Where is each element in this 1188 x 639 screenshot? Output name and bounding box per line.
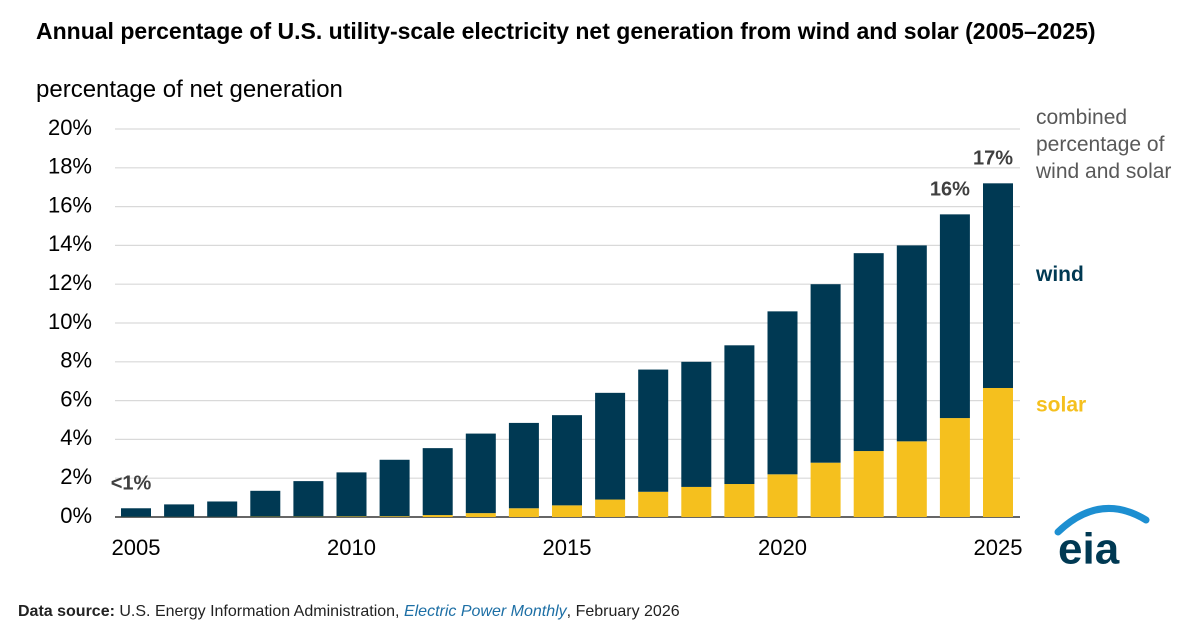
bar-wind	[939, 214, 970, 419]
bar-solar	[465, 513, 496, 517]
bar-wind	[896, 245, 927, 442]
bar-wind	[379, 459, 410, 517]
bar-solar	[939, 418, 970, 517]
x-tick-label: 2020	[758, 535, 807, 560]
source-label: Data source:	[18, 603, 115, 620]
bar-wind	[853, 253, 884, 452]
bar-solar	[724, 484, 755, 517]
x-tick-label: 2025	[974, 535, 1023, 560]
y-tick-label: 16%	[48, 192, 92, 217]
logo: eia	[1058, 525, 1120, 574]
bar-solar	[896, 441, 927, 517]
source-text: U.S. Energy Information Administration,	[119, 603, 400, 620]
bar-wind	[336, 472, 367, 517]
logo-arc	[1054, 505, 1150, 536]
total-label: <1%	[111, 473, 152, 495]
bar-wind	[121, 508, 151, 517]
x-tick-label: 2010	[327, 535, 376, 560]
y-tick-label: 10%	[48, 309, 92, 334]
bar-solar	[810, 462, 841, 517]
source-publication: Electric Power Monthly	[403, 603, 567, 620]
bar-solar	[508, 508, 539, 517]
y-tick-label: 14%	[48, 231, 92, 256]
combined-legend: combined percentage of wind and solar	[1036, 106, 1172, 183]
bar-wind	[293, 481, 324, 517]
bar-wind	[207, 501, 238, 517]
bar-solar	[595, 499, 626, 517]
y-tick-label: 2%	[60, 464, 92, 489]
bar-solar	[983, 387, 1013, 517]
bar-solar	[422, 515, 453, 517]
bar-solar	[336, 516, 367, 517]
bar-wind	[595, 392, 626, 500]
bar-wind	[164, 504, 195, 517]
bar-wind	[638, 369, 669, 492]
bar-solar	[681, 486, 712, 517]
bar-wind	[983, 183, 1013, 388]
y-tick-label: 12%	[48, 270, 92, 295]
legend-label: solar	[1036, 394, 1086, 417]
bar-wind	[810, 284, 841, 463]
y-tick-label: 6%	[60, 386, 92, 411]
bar-wind	[552, 415, 582, 506]
source-date: , February 2026	[566, 603, 680, 620]
chart-subtitle: percentage of net generation	[36, 76, 343, 103]
bar-wind	[681, 361, 712, 487]
bar-solar	[767, 474, 798, 517]
source: Data source: U.S. Energy Information Adm…	[18, 603, 680, 621]
legend-label: wind	[1035, 263, 1084, 286]
bar-wind	[422, 448, 453, 516]
bar-solar	[379, 516, 410, 517]
total-label: 17%	[973, 148, 1013, 170]
bar-wind	[724, 345, 755, 485]
total-label: 16%	[930, 179, 970, 201]
bar-wind	[250, 490, 281, 517]
x-tick-label: 2015	[543, 535, 592, 560]
bar-solar	[552, 505, 582, 517]
bar-solar	[638, 491, 669, 517]
y-tick-label: 0%	[60, 503, 92, 528]
bar-wind	[508, 422, 539, 509]
y-tick-label: 18%	[48, 154, 92, 179]
x-tick-label: 2005	[112, 535, 161, 560]
y-tick-label: 4%	[60, 425, 92, 450]
bar-wind	[465, 433, 496, 514]
chart-title: Annual percentage of U.S. utility-scale …	[36, 18, 1096, 44]
bar-wind	[767, 311, 798, 475]
y-tick-label: 20%	[48, 115, 92, 140]
bar-solar	[853, 451, 884, 517]
y-tick-label: 8%	[60, 348, 92, 373]
